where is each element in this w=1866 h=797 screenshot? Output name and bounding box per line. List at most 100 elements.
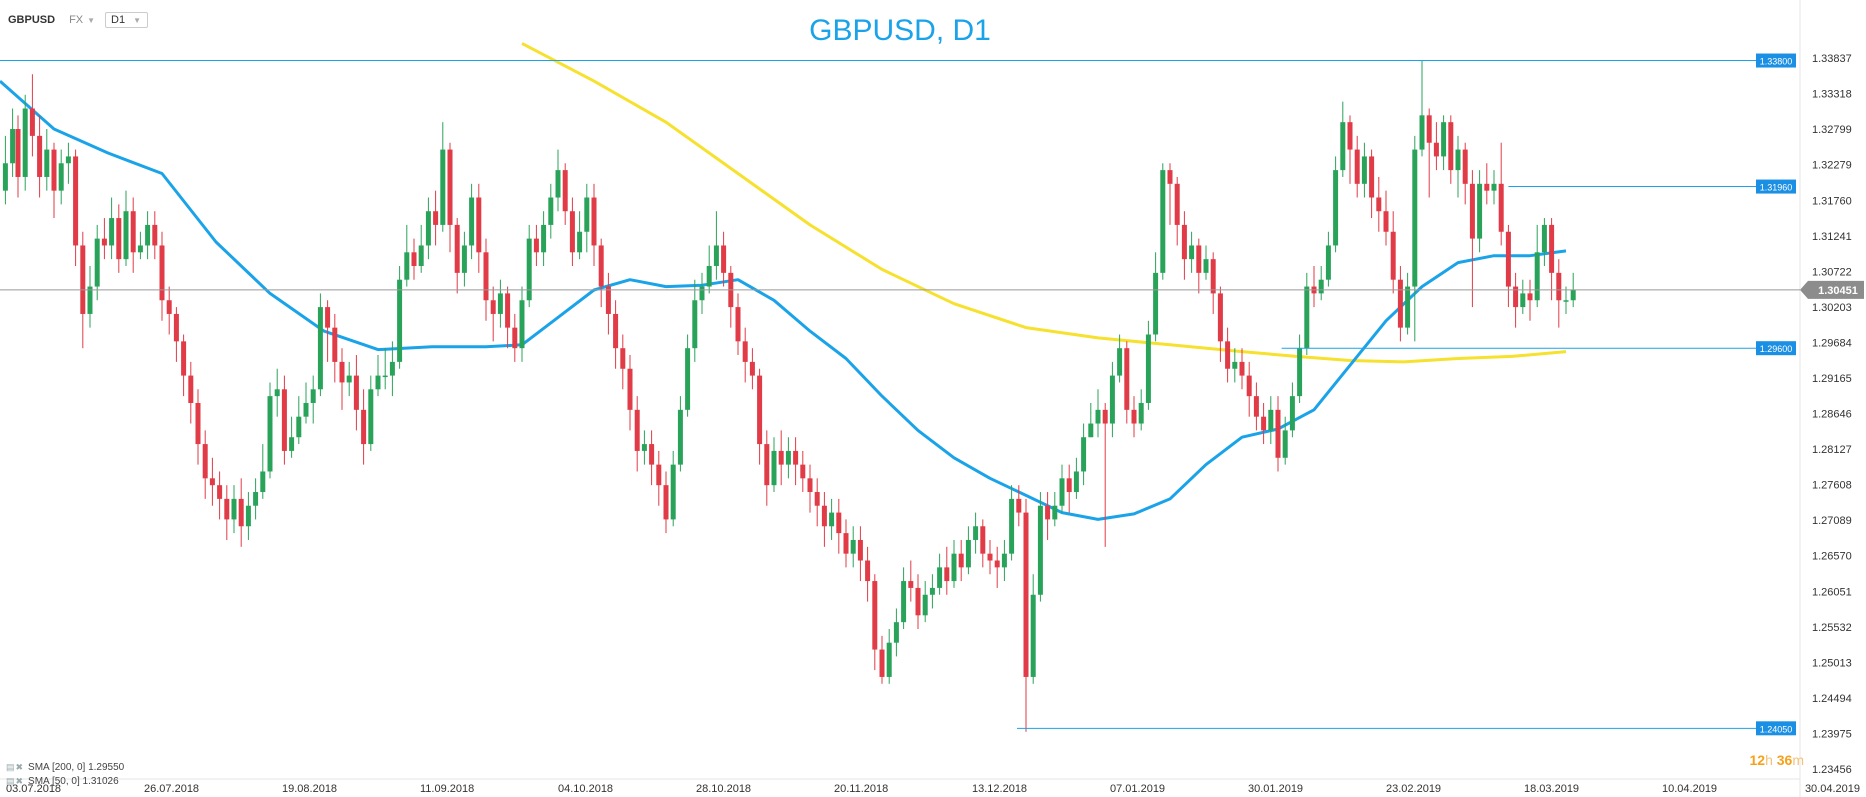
level-price-label: 1.24050 [1760, 724, 1793, 734]
candle [497, 279, 503, 328]
candle [721, 231, 727, 287]
candle [944, 546, 950, 595]
candle [123, 190, 129, 267]
candle [649, 430, 655, 486]
candles [2, 60, 1576, 732]
candle [296, 396, 302, 445]
candle [181, 334, 187, 397]
indicator-legend-sma50[interactable]: ▤✖ SMA [50, 0] 1.31026 [6, 776, 119, 787]
candle [440, 122, 446, 232]
candle [1311, 266, 1317, 308]
timer-minutes-unit: m [1792, 752, 1804, 768]
candle [1102, 402, 1108, 547]
current-price-marker [1800, 280, 1864, 299]
timeframe-value: D1 [111, 14, 126, 26]
candle [742, 327, 748, 383]
candle [1246, 361, 1252, 417]
candle [1527, 279, 1533, 321]
candle [1081, 423, 1087, 486]
candle [994, 546, 1000, 588]
candle [94, 224, 100, 301]
candle [778, 430, 784, 486]
candle [879, 635, 885, 684]
candle [1225, 327, 1231, 383]
timer-minutes: 36 [1776, 752, 1793, 768]
candle [1369, 149, 1375, 219]
candle [605, 272, 611, 335]
candle [872, 574, 878, 671]
candle [353, 355, 359, 431]
current-price-label: 1.30451 [1818, 285, 1858, 297]
candle [505, 286, 511, 349]
candle [1448, 115, 1454, 184]
indicator-settings-icon[interactable]: ▤✖ [6, 776, 25, 786]
y-tick-label: 1.24494 [1812, 693, 1852, 705]
candle [1196, 238, 1202, 294]
candle [793, 437, 799, 486]
market-label[interactable]: FX [69, 14, 84, 26]
time-axis: 03.07.2018 26.07.2018 19.08.2018 11.09.2018… [6, 783, 1860, 795]
candle [469, 183, 475, 260]
candle [699, 272, 705, 314]
candle [1441, 115, 1447, 171]
chevron-down-icon: ▼ [133, 15, 142, 25]
candle [555, 149, 561, 212]
market-dropdown-icon[interactable]: ▼ [87, 15, 96, 25]
candle [116, 204, 122, 273]
candle [245, 492, 251, 540]
timeframe-select[interactable]: D1 ▼ [105, 12, 149, 28]
y-tick-label: 1.30722 [1812, 266, 1852, 278]
candle [1037, 492, 1043, 602]
y-tick-label: 1.31760 [1812, 195, 1852, 207]
y-tick-label: 1.23456 [1812, 764, 1852, 776]
candle [1124, 341, 1130, 424]
candle [1513, 272, 1519, 328]
candle [1520, 279, 1526, 314]
candle [1167, 163, 1173, 225]
candle [44, 129, 50, 191]
candle [238, 478, 244, 547]
candle [303, 382, 309, 424]
candle [188, 361, 194, 424]
candle [274, 368, 280, 417]
candle [389, 341, 395, 397]
candle [65, 142, 71, 184]
candle [1541, 218, 1547, 267]
candle [425, 197, 431, 260]
y-tick-label: 1.33837 [1812, 53, 1852, 65]
candle [973, 512, 979, 554]
x-tick-label: 26.07.2018 [144, 783, 199, 795]
y-tick-label: 1.28127 [1812, 444, 1852, 456]
candle [1354, 135, 1360, 198]
candle [850, 526, 856, 568]
x-tick-label: 07.01.2019 [1110, 783, 1165, 795]
candle [915, 574, 921, 630]
candle [663, 471, 669, 534]
candle [1297, 334, 1303, 403]
candle [865, 546, 871, 602]
candle [764, 430, 770, 506]
indicator-legend-sma200[interactable]: ▤✖ SMA [200, 0] 1.29550 [6, 762, 124, 773]
candle [10, 108, 16, 177]
chart-header: GBPUSD FX ▼ D1 ▼ [8, 10, 149, 30]
symbol-label[interactable]: GBPUSD [8, 14, 56, 26]
candle [310, 375, 316, 424]
candle [1217, 286, 1223, 362]
candle [613, 300, 619, 369]
candle [569, 197, 575, 267]
candle [987, 539, 993, 575]
candle [1390, 211, 1396, 294]
horizontal-levels: 1.33800 1.31960 1.29600 1.24050 [0, 53, 1796, 736]
candle [541, 211, 547, 267]
indicator-settings-icon[interactable]: ▤✖ [6, 762, 25, 772]
x-tick-label: 13.12.2018 [972, 783, 1027, 795]
candle [1253, 382, 1259, 431]
candle [1189, 231, 1195, 273]
y-tick-label: 1.26051 [1812, 586, 1852, 598]
y-tick-label: 1.25013 [1812, 657, 1852, 669]
candle [829, 498, 835, 540]
x-tick-label: 18.03.2019 [1524, 783, 1579, 795]
candle [886, 629, 892, 684]
candle [937, 553, 943, 595]
